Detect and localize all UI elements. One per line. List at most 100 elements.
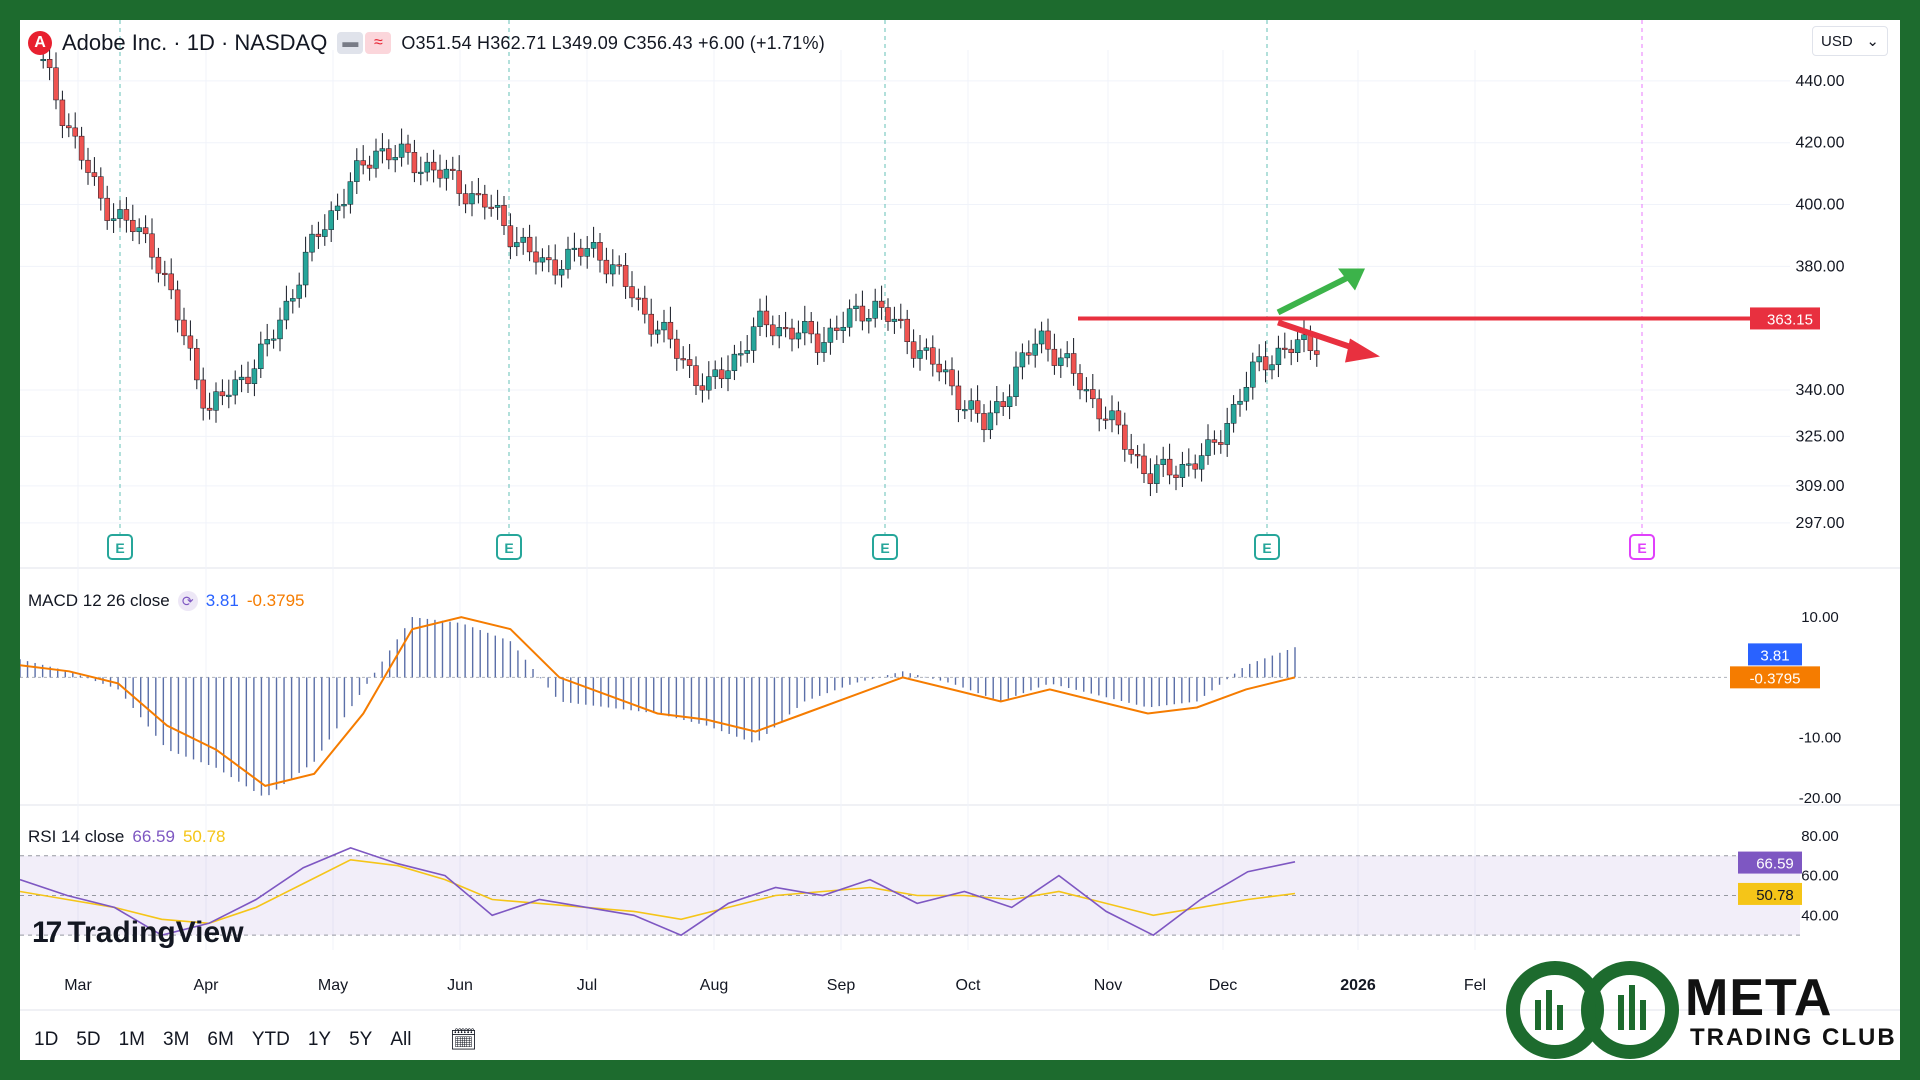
candle-body: [142, 227, 149, 235]
timeframe-5d[interactable]: 5D: [76, 1029, 101, 1050]
candle-body: [770, 324, 776, 337]
candle-body: [725, 370, 731, 380]
status-pills[interactable]: ▬ ≈: [337, 32, 392, 54]
candle-body: [315, 233, 322, 237]
minus-icon[interactable]: ▬: [337, 32, 364, 54]
candle-body: [590, 242, 597, 249]
candle-body: [1275, 347, 1282, 365]
timeframe-6m[interactable]: 6M: [207, 1029, 234, 1050]
candle-body: [782, 327, 789, 330]
candle-body: [533, 251, 539, 263]
tradingview-logo-icon: 17: [32, 916, 62, 949]
candle-body: [571, 247, 578, 250]
price-label: 363.15: [1767, 311, 1813, 328]
change-value: +6.00 (+1.71%): [698, 32, 825, 53]
candle-body: [296, 284, 302, 299]
candle-body: [846, 308, 853, 328]
candle-body: [1128, 449, 1134, 455]
candle-body: [386, 148, 392, 161]
close-value: C356.43: [623, 32, 693, 53]
macd-signal-line: [20, 616, 1296, 787]
chevron-down-icon: ⌄: [1866, 33, 1879, 50]
candle-body: [712, 369, 718, 377]
candle-body: [718, 369, 725, 380]
candle-body: [942, 369, 949, 373]
macd-legend: MACD 12 26 close ⟳ 3.81 -0.3795: [28, 591, 305, 611]
candle-body: [827, 327, 834, 343]
price-label-box: [1750, 307, 1820, 330]
candle-body: [1307, 334, 1314, 351]
candle-body: [1186, 463, 1192, 466]
candle-body: [98, 176, 104, 199]
candle-body: [373, 150, 379, 169]
chart-canvas[interactable]: Mar Apr May Jun Jul Aug Sep Oct Nov Dec 2026 Fel 440…: [20, 20, 1900, 1060]
candle-body: [347, 181, 354, 205]
timeframe-ytd[interactable]: YTD: [251, 1029, 290, 1050]
currency-select[interactable]: USD ⌄: [1812, 26, 1888, 56]
candle-body: [955, 385, 962, 411]
candle-body: [328, 210, 334, 230]
x-tick-label: Nov: [1094, 977, 1122, 994]
candle-body: [123, 209, 130, 221]
candle-body: [1294, 339, 1301, 354]
symbol-title[interactable]: Adobe Inc. · 1D · NASDAQ: [62, 30, 328, 55]
candle-body: [181, 319, 187, 337]
y-tick-label: 309.00: [1796, 478, 1845, 495]
candle-body: [642, 297, 648, 315]
candle-body: [66, 125, 72, 129]
candle-body: [341, 204, 347, 207]
candle-body: [149, 233, 155, 258]
candle-body: [40, 59, 46, 62]
timeframe-all[interactable]: All: [390, 1029, 412, 1050]
candle-body: [1192, 463, 1198, 470]
candle-body: [507, 225, 514, 248]
earnings-marker-label: E: [1637, 540, 1646, 556]
refresh-icon[interactable]: ⟳: [177, 591, 198, 611]
earnings-marker-label: E: [880, 540, 889, 556]
candle-body: [270, 338, 277, 341]
candle-body: [808, 321, 814, 335]
timeframe-3m[interactable]: 3M: [163, 1029, 190, 1050]
candle-body: [1288, 348, 1294, 354]
x-tick-label: Apr: [194, 977, 220, 994]
candle-body: [1019, 352, 1026, 368]
candle-body: [776, 327, 782, 337]
candle-body: [46, 59, 53, 69]
candle-body: [968, 400, 974, 410]
rsi-label[interactable]: RSI 14 close: [28, 827, 125, 846]
candle-body: [520, 236, 526, 243]
candle-body: [232, 379, 238, 396]
rsi-y-tick: 80.00: [1801, 828, 1839, 845]
candle-body: [1237, 400, 1243, 405]
candle-body: [226, 394, 232, 397]
candle-body: [411, 152, 418, 174]
candle-body: [366, 164, 373, 169]
candle-body: [85, 159, 91, 173]
candle-body: [603, 259, 610, 275]
candle-body: [1179, 464, 1186, 478]
macd-label[interactable]: MACD 12 26 close: [28, 591, 170, 610]
meta-logo-icon: [1506, 961, 1679, 1059]
timeframe-1d[interactable]: 1D: [34, 1029, 59, 1050]
candle-body: [885, 307, 891, 322]
candle-body: [277, 319, 283, 340]
timeframe-5y[interactable]: 5Y: [349, 1029, 373, 1050]
candle-body: [290, 298, 296, 302]
timeframe-bar: 1D 5D 1M 3M 6M YTD 1Y 5Y All 🗓: [20, 1020, 1900, 1060]
candle-body: [1243, 387, 1250, 402]
candle-body: [1083, 389, 1090, 392]
timeframe-1y[interactable]: 1Y: [307, 1029, 332, 1050]
candle-body: [616, 264, 622, 267]
candle-body: [245, 376, 251, 384]
y-tick-label: 325.00: [1796, 428, 1845, 445]
candle-body: [821, 342, 827, 353]
macd-y-tick: -10.00: [1799, 730, 1842, 747]
wave-icon[interactable]: ≈: [365, 32, 392, 54]
tradingview-brand: TradingView: [67, 916, 244, 949]
candle-body: [789, 327, 795, 340]
candle-body: [1147, 473, 1154, 484]
open-value: O351.54: [401, 32, 472, 53]
rsi-y-tick: 40.00: [1801, 907, 1839, 924]
date-range-icon[interactable]: 🗓: [449, 1027, 478, 1052]
timeframe-1m[interactable]: 1M: [118, 1029, 145, 1050]
